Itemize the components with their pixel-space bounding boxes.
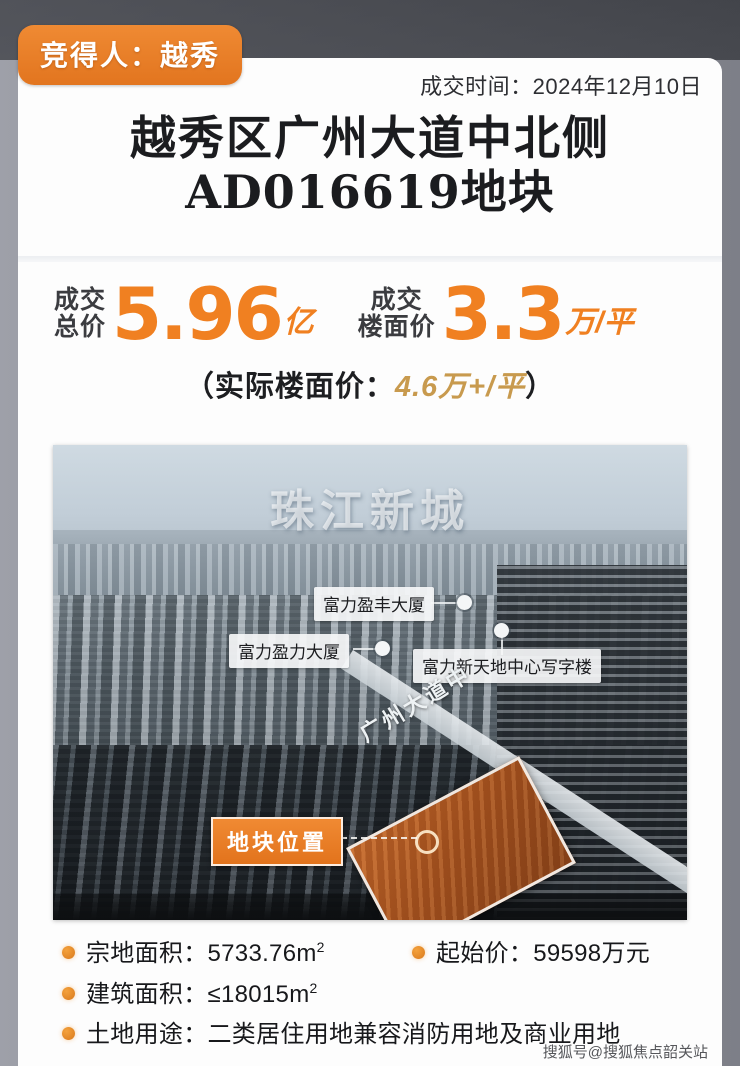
info-text-build-area-sup: 2 [309,979,318,996]
price-floor: 成交 楼面价 3.3 万/平 [357,271,634,356]
callout-label-1: 富力盈丰大厦 [314,587,434,621]
card-header: 成交时间：2024年12月10日 [18,58,722,110]
bullet-dot-icon [62,1027,75,1041]
price-row: 成交 总价 5.96 亿 成交 楼面价 3.3 万/平 [18,270,722,358]
info-row: 土地用途：二类居住用地兼容消防用地及商业用地 [62,1019,702,1051]
price-total-value: 5.96 [112,271,284,356]
bidder-badge: 竞得人：越秀 [18,25,243,85]
callout-marker-dot-3 [494,623,509,638]
callout-label-3: 富力新天地中心写字楼 [413,649,601,683]
actual-floor-price-note: （实际楼面价：4.6万+/平） [18,363,722,405]
section-divider [18,256,722,262]
callout-leader-line-3 [501,635,503,655]
callout-marker-dot-1 [457,595,472,610]
info-cell-starting-price: 起始价：59598万元 [412,938,650,970]
info-card: 成交时间：2024年12月10日 越秀区广州大道中北侧 AD016619地块 成… [18,58,722,1066]
info-text-land-area-value: 宗地面积：5733.76m [86,940,317,967]
aerial-photo: 珠江新城 富力盈丰大厦 富力盈力大厦 富力新天地中心写字楼 广州大道中 地块位置 [53,445,687,920]
callout-leader-line-1 [431,602,457,604]
callout-label-2: 富力盈力大厦 [229,634,349,668]
price-total-label-line2: 总价 [54,312,107,341]
title-line-1: 越秀区广州大道中北侧 [130,111,610,165]
price-floor-label: 成交 楼面价 [357,285,436,341]
info-text-land-area-sup: 2 [316,939,325,955]
price-floor-label-line1: 成交 [370,285,423,314]
info-text-land-area: 宗地面积：5733.76m2 [86,938,325,970]
note-highlight: 4.6万+/平 [394,371,526,403]
deal-date: 成交时间：2024年12月10日 [420,74,702,99]
info-cell-land-use: 土地用途：二类居住用地兼容消防用地及商业用地 [62,1019,621,1051]
price-total-label: 成交 总价 [54,285,107,341]
price-floor-value: 3.3 [441,271,566,356]
info-list: 宗地面积：5733.76m2 起始价：59598万元 建筑面积：≤18015m2… [62,938,702,1060]
note-suffix: ） [525,371,556,403]
city-watermark-label: 珠江新城 [270,486,470,537]
plot-leader-line [311,837,417,839]
photo-bottom-shadow [53,894,687,920]
info-row: 建筑面积：≤18015m2 [62,979,702,1011]
callout-leader-line-2 [353,648,375,650]
bullet-dot-icon [412,946,425,959]
info-text-land-use: 土地用途：二类居住用地兼容消防用地及商业用地 [86,1021,621,1049]
info-cell-land-area: 宗地面积：5733.76m2 [62,938,412,970]
info-cell-build-area: 建筑面积：≤18015m2 [62,979,412,1011]
bullet-dot-icon [62,986,75,1000]
price-total-unit: 亿 [283,306,314,340]
info-text-starting-price: 起始价：59598万元 [436,940,651,967]
note-prefix: （实际楼面价： [184,371,395,403]
price-floor-label-line2: 楼面价 [357,312,436,341]
info-text-build-area-value: 建筑面积：≤18015m [86,980,310,1008]
plot-center-marker-icon [415,830,439,854]
price-total-label-line1: 成交 [54,285,107,314]
info-row: 宗地面积：5733.76m2 起始价：59598万元 [62,938,702,970]
info-text-build-area: 建筑面积：≤18015m2 [86,979,318,1011]
bullet-dot-icon [62,946,75,959]
title-line-2: AD016619地块 [185,164,555,219]
plot-location-badge: 地块位置 [211,817,344,866]
callout-marker-dot-2 [375,641,390,656]
title-block: 越秀区广州大道中北侧 AD016619地块 [18,110,722,221]
price-floor-unit: 万/平 [565,306,634,340]
sohu-watermark: 搜狐号@搜狐焦点韶关站 [542,1044,708,1061]
price-total: 成交 总价 5.96 亿 [54,271,314,356]
